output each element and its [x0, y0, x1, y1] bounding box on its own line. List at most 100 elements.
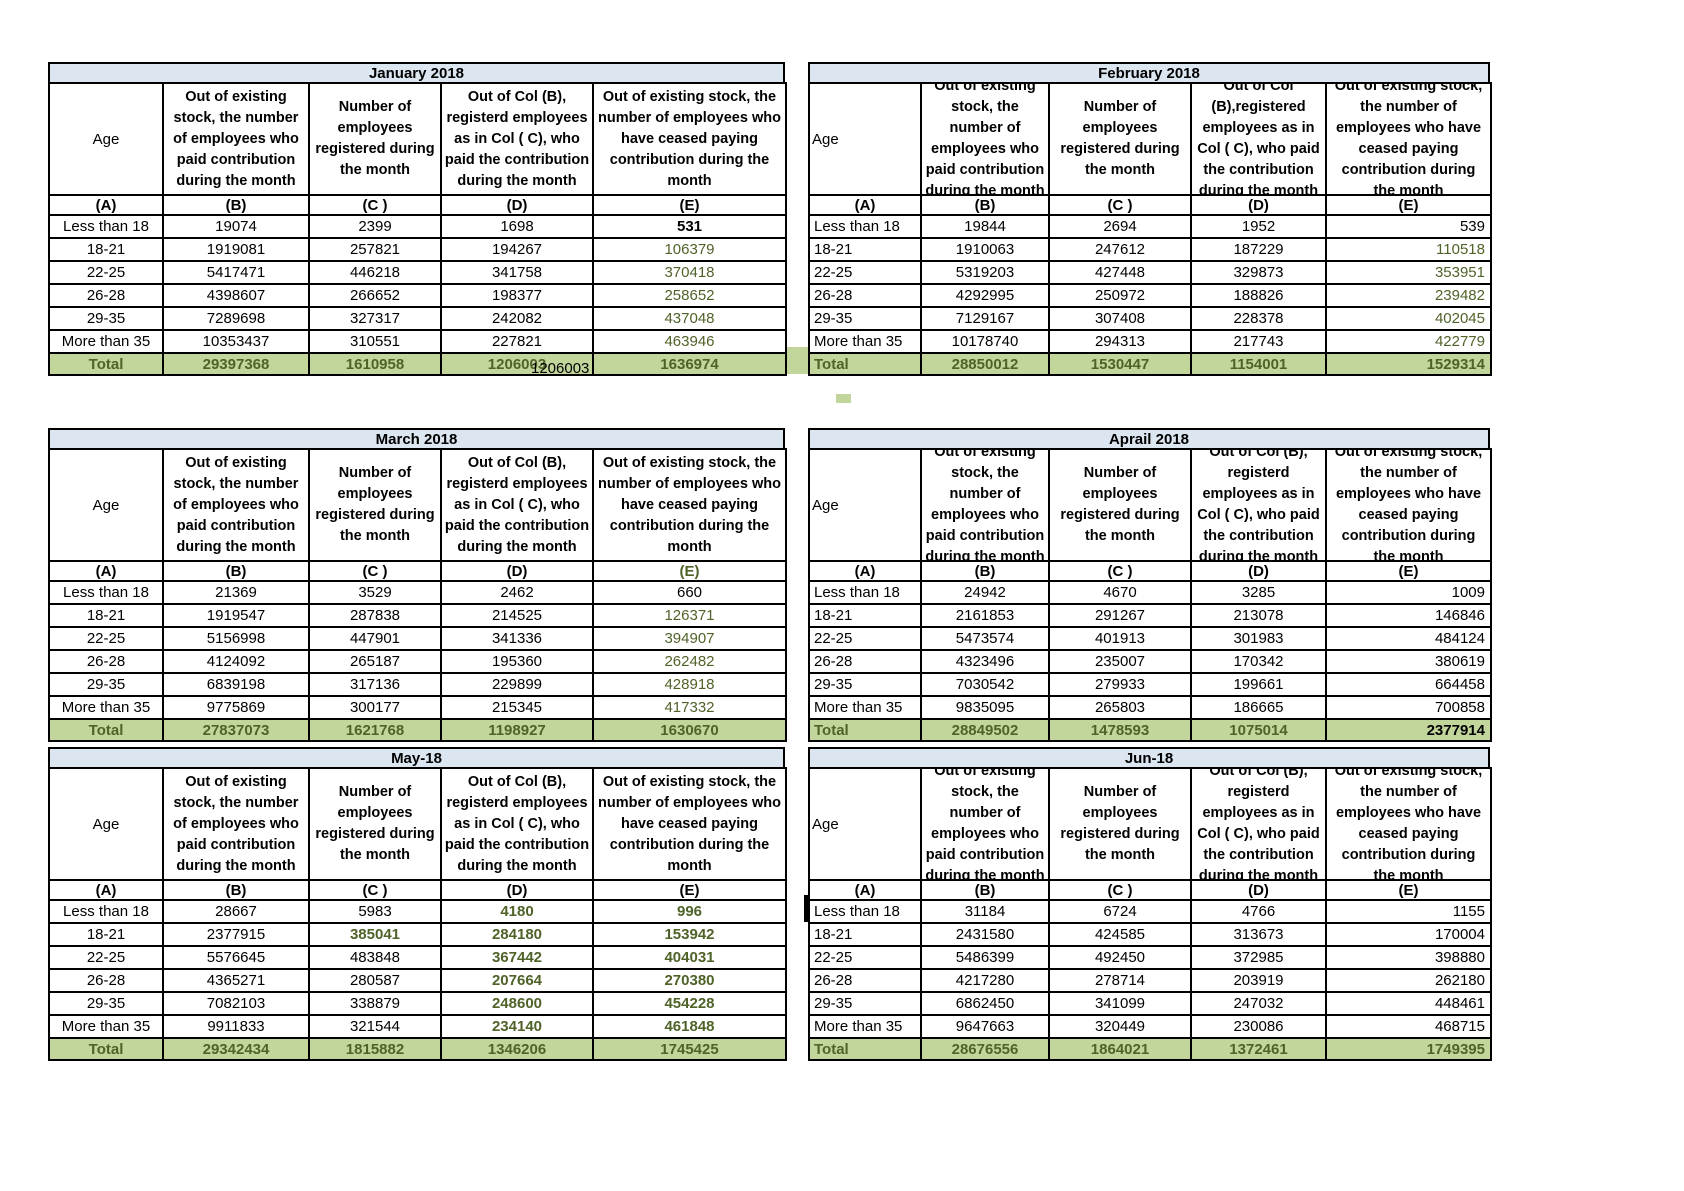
value-cell: 31184 [920, 899, 1050, 924]
age-label: 29-35 [808, 306, 922, 331]
value-cell: 266652 [308, 283, 442, 308]
subheader-d: (D) [440, 560, 594, 582]
total-value-cell: 27837073 [162, 718, 310, 742]
value-cell: 320449 [1048, 1014, 1192, 1039]
value-cell: 329873 [1190, 260, 1327, 285]
value-cell: 9835095 [920, 695, 1050, 720]
column-header-a: Age [808, 448, 922, 562]
age-label: 26-28 [808, 283, 922, 308]
column-header-a: Age [48, 448, 164, 562]
value-cell: 300177 [308, 695, 442, 720]
value-cell: 250972 [1048, 283, 1192, 308]
column-header-c: Number of employees registered during th… [1048, 448, 1192, 562]
total-value-cell: 1815882 [308, 1037, 442, 1061]
column-header-e: Out of existing stock, the number of emp… [592, 448, 787, 562]
age-label: 26-28 [808, 968, 922, 993]
green-cell-fragment-2 [836, 394, 851, 403]
value-cell: 7030542 [920, 672, 1050, 697]
column-header-b: Out of existing stock, the number of emp… [920, 448, 1050, 562]
value-cell: 247612 [1048, 237, 1192, 262]
value-cell: 265803 [1048, 695, 1192, 720]
column-header-c: Number of employees registered during th… [1048, 82, 1192, 196]
total-value-cell: 29342434 [162, 1037, 310, 1061]
total-value-cell: 1372461 [1190, 1037, 1327, 1061]
total-value-cell: 1630670 [592, 718, 787, 742]
value-cell: 1698 [440, 214, 594, 239]
value-cell: 380619 [1325, 649, 1492, 674]
age-label: Less than 18 [808, 580, 922, 605]
age-label: 29-35 [808, 991, 922, 1016]
column-header-e: Out of existing stock, the number of emp… [1325, 448, 1492, 562]
value-cell: 372985 [1190, 945, 1327, 970]
subheader-e: (E) [1325, 560, 1492, 582]
value-cell: 10178740 [920, 329, 1050, 354]
value-cell: 242082 [440, 306, 594, 331]
value-cell: 370418 [592, 260, 787, 285]
age-label: 26-28 [48, 649, 164, 674]
value-cell: 146846 [1325, 603, 1492, 628]
age-label: 22-25 [48, 626, 164, 651]
total-value-cell: 1749395 [1325, 1037, 1492, 1061]
month-table-june: Jun-18 Age Out of existing stock, the num… [808, 747, 1492, 1061]
age-label: 18-21 [48, 603, 164, 628]
value-cell: 402045 [1325, 306, 1492, 331]
total-value-cell: 1610958 [308, 352, 442, 376]
value-cell: 279933 [1048, 672, 1192, 697]
value-cell: 1155 [1325, 899, 1492, 924]
value-cell: 321544 [308, 1014, 442, 1039]
value-cell: 7082103 [162, 991, 310, 1016]
subheader-c: (C ) [1048, 879, 1192, 901]
total-value-cell: 1636974 [592, 352, 787, 376]
value-cell: 327317 [308, 306, 442, 331]
table-title-may: May-18 [48, 747, 785, 767]
month-table-february: February 2018 Age Out of existing stock, … [808, 62, 1492, 376]
value-cell: 483848 [308, 945, 442, 970]
table-title-march: March 2018 [48, 428, 785, 448]
overflow-number-text: 1206003 [531, 360, 590, 377]
subheader-e: (E) [592, 194, 787, 216]
subheader-d: (D) [1190, 879, 1327, 901]
value-cell: 19074 [162, 214, 310, 239]
value-cell: 531 [592, 214, 787, 239]
value-cell: 664458 [1325, 672, 1492, 697]
age-label: 18-21 [48, 922, 164, 947]
total-label: Total [808, 1037, 922, 1061]
value-cell: 284180 [440, 922, 594, 947]
subheader-b: (B) [162, 194, 310, 216]
column-header-d: Out of Col (B), registerd employees as i… [1190, 448, 1327, 562]
value-cell: 239482 [1325, 283, 1492, 308]
value-cell: 198377 [440, 283, 594, 308]
age-label: More than 35 [808, 695, 922, 720]
age-label: 29-35 [48, 306, 164, 331]
value-cell: 188826 [1190, 283, 1327, 308]
total-value-cell: 28850012 [920, 352, 1050, 376]
table-title-february: February 2018 [808, 62, 1490, 82]
age-label: 29-35 [48, 991, 164, 1016]
column-header-e: Out of existing stock, the number of emp… [1325, 767, 1492, 881]
subheader-d: (D) [440, 879, 594, 901]
column-header-d: Out of Col (B),registered employees as i… [1190, 82, 1327, 196]
age-label: 18-21 [808, 603, 922, 628]
total-value-cell: 1478593 [1048, 718, 1192, 742]
total-value-cell: 2377914 [1325, 718, 1492, 742]
table-title-january: January 2018 [48, 62, 785, 82]
value-cell: 257821 [308, 237, 442, 262]
value-cell: 227821 [440, 329, 594, 354]
value-cell: 468715 [1325, 1014, 1492, 1039]
value-cell: 234140 [440, 1014, 594, 1039]
column-header-b: Out of existing stock, the number of emp… [920, 82, 1050, 196]
data-table-may: Age Out of existing stock, the number of … [48, 767, 787, 1061]
value-cell: 199661 [1190, 672, 1327, 697]
value-cell: 194267 [440, 237, 594, 262]
value-cell: 353951 [1325, 260, 1492, 285]
age-label: Less than 18 [48, 899, 164, 924]
value-cell: 2431580 [920, 922, 1050, 947]
age-label: 22-25 [48, 260, 164, 285]
value-cell: 170004 [1325, 922, 1492, 947]
value-cell: 9775869 [162, 695, 310, 720]
total-label: Total [808, 718, 922, 742]
total-value-cell: 1530447 [1048, 352, 1192, 376]
value-cell: 5576645 [162, 945, 310, 970]
value-cell: 367442 [440, 945, 594, 970]
age-label: 22-25 [48, 945, 164, 970]
